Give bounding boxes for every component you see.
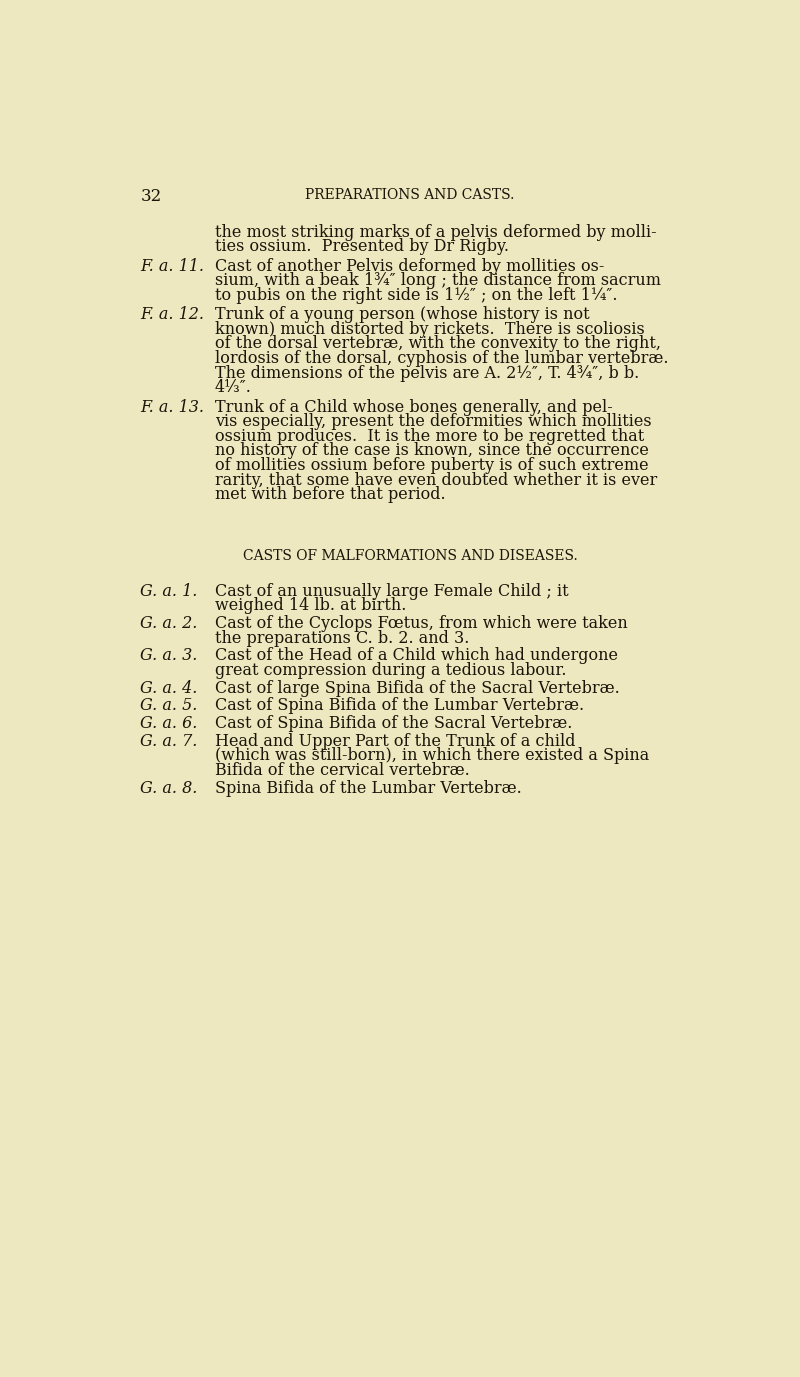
Text: no history of the case is known, since the occurrence: no history of the case is known, since t… (214, 442, 649, 460)
Text: F. a. 13.: F. a. 13. (140, 398, 204, 416)
Text: 32: 32 (140, 189, 162, 205)
Text: known) much distorted by rickets.  There is scoliosis: known) much distorted by rickets. There … (214, 321, 645, 337)
Text: ossium produces.  It is the more to be regretted that: ossium produces. It is the more to be re… (214, 428, 644, 445)
Text: weighed 14 lb. at birth.: weighed 14 lb. at birth. (214, 598, 406, 614)
Text: G. a. 4.: G. a. 4. (140, 680, 198, 697)
Text: Cast of the Head of a Child which had undergone: Cast of the Head of a Child which had un… (214, 647, 618, 664)
Text: Bifida of the cervical vertebræ.: Bifida of the cervical vertebræ. (214, 761, 470, 779)
Text: (which was still-born), in which there existed a Spina: (which was still-born), in which there e… (214, 748, 649, 764)
Text: lordosis of the dorsal, cyphosis of the lumbar vertebræ.: lordosis of the dorsal, cyphosis of the … (214, 350, 668, 368)
Text: F. a. 12.: F. a. 12. (140, 306, 204, 324)
Text: the most striking marks of a pelvis deformed by molli-: the most striking marks of a pelvis defo… (214, 223, 656, 241)
Text: G. a. 3.: G. a. 3. (140, 647, 198, 664)
Text: Cast of another Pelvis deformed by mollities os-: Cast of another Pelvis deformed by molli… (214, 257, 604, 274)
Text: rarity, that some have even doubted whether it is ever: rarity, that some have even doubted whet… (214, 472, 657, 489)
Text: vis especially, present the deformities which mollities: vis especially, present the deformities … (214, 413, 651, 430)
Text: of the dorsal vertebræ, with the convexity to the right,: of the dorsal vertebræ, with the convexi… (214, 336, 661, 353)
Text: PREPARATIONS AND CASTS.: PREPARATIONS AND CASTS. (306, 189, 514, 202)
Text: sium, with a beak 1¾″ long ; the distance from sacrum: sium, with a beak 1¾″ long ; the distanc… (214, 273, 661, 289)
Text: F. a. 11.: F. a. 11. (140, 257, 204, 274)
Text: Trunk of a Child whose bones generally, and pel-: Trunk of a Child whose bones generally, … (214, 398, 613, 416)
Text: to pubis on the right side is 1½″ ; on the left 1¼″.: to pubis on the right side is 1½″ ; on t… (214, 286, 618, 304)
Text: Cast of Spina Bifida of the Lumbar Vertebræ.: Cast of Spina Bifida of the Lumbar Verte… (214, 697, 584, 715)
Text: CASTS OF MALFORMATIONS AND DISEASES.: CASTS OF MALFORMATIONS AND DISEASES. (242, 548, 578, 563)
Text: great compression during a tedious labour.: great compression during a tedious labou… (214, 662, 566, 679)
Text: Cast of an unusually large Female Child ; it: Cast of an unusually large Female Child … (214, 582, 568, 599)
Text: Cast of the Cyclops Fœtus, from which were taken: Cast of the Cyclops Fœtus, from which we… (214, 616, 627, 632)
Text: Cast of Spina Bifida of the Sacral Vertebræ.: Cast of Spina Bifida of the Sacral Verte… (214, 715, 572, 733)
Text: Trunk of a young person (whose history is not: Trunk of a young person (whose history i… (214, 306, 590, 324)
Text: G. a. 1.: G. a. 1. (140, 582, 198, 599)
Text: Cast of large Spina Bifida of the Sacral Vertebræ.: Cast of large Spina Bifida of the Sacral… (214, 680, 619, 697)
Text: 4⅓″.: 4⅓″. (214, 379, 251, 397)
Text: G. a. 5.: G. a. 5. (140, 697, 198, 715)
Text: G. a. 6.: G. a. 6. (140, 715, 198, 733)
Text: G. a. 2.: G. a. 2. (140, 616, 198, 632)
Text: of mollities ossium before puberty is of such extreme: of mollities ossium before puberty is of… (214, 457, 648, 474)
Text: The dimensions of the pelvis are A. 2½″, T. 4¾″, b b.: The dimensions of the pelvis are A. 2½″,… (214, 365, 639, 381)
Text: G. a. 8.: G. a. 8. (140, 779, 198, 797)
Text: the preparations C. b. 2. and 3.: the preparations C. b. 2. and 3. (214, 629, 469, 647)
Text: Spina Bifida of the Lumbar Vertebræ.: Spina Bifida of the Lumbar Vertebræ. (214, 779, 522, 797)
Text: Head and Upper Part of the Trunk of a child: Head and Upper Part of the Trunk of a ch… (214, 733, 575, 749)
Text: ties ossium.  Presented by Dr Rigby.: ties ossium. Presented by Dr Rigby. (214, 238, 509, 255)
Text: G. a. 7.: G. a. 7. (140, 733, 198, 749)
Text: met with before that period.: met with before that period. (214, 486, 446, 504)
